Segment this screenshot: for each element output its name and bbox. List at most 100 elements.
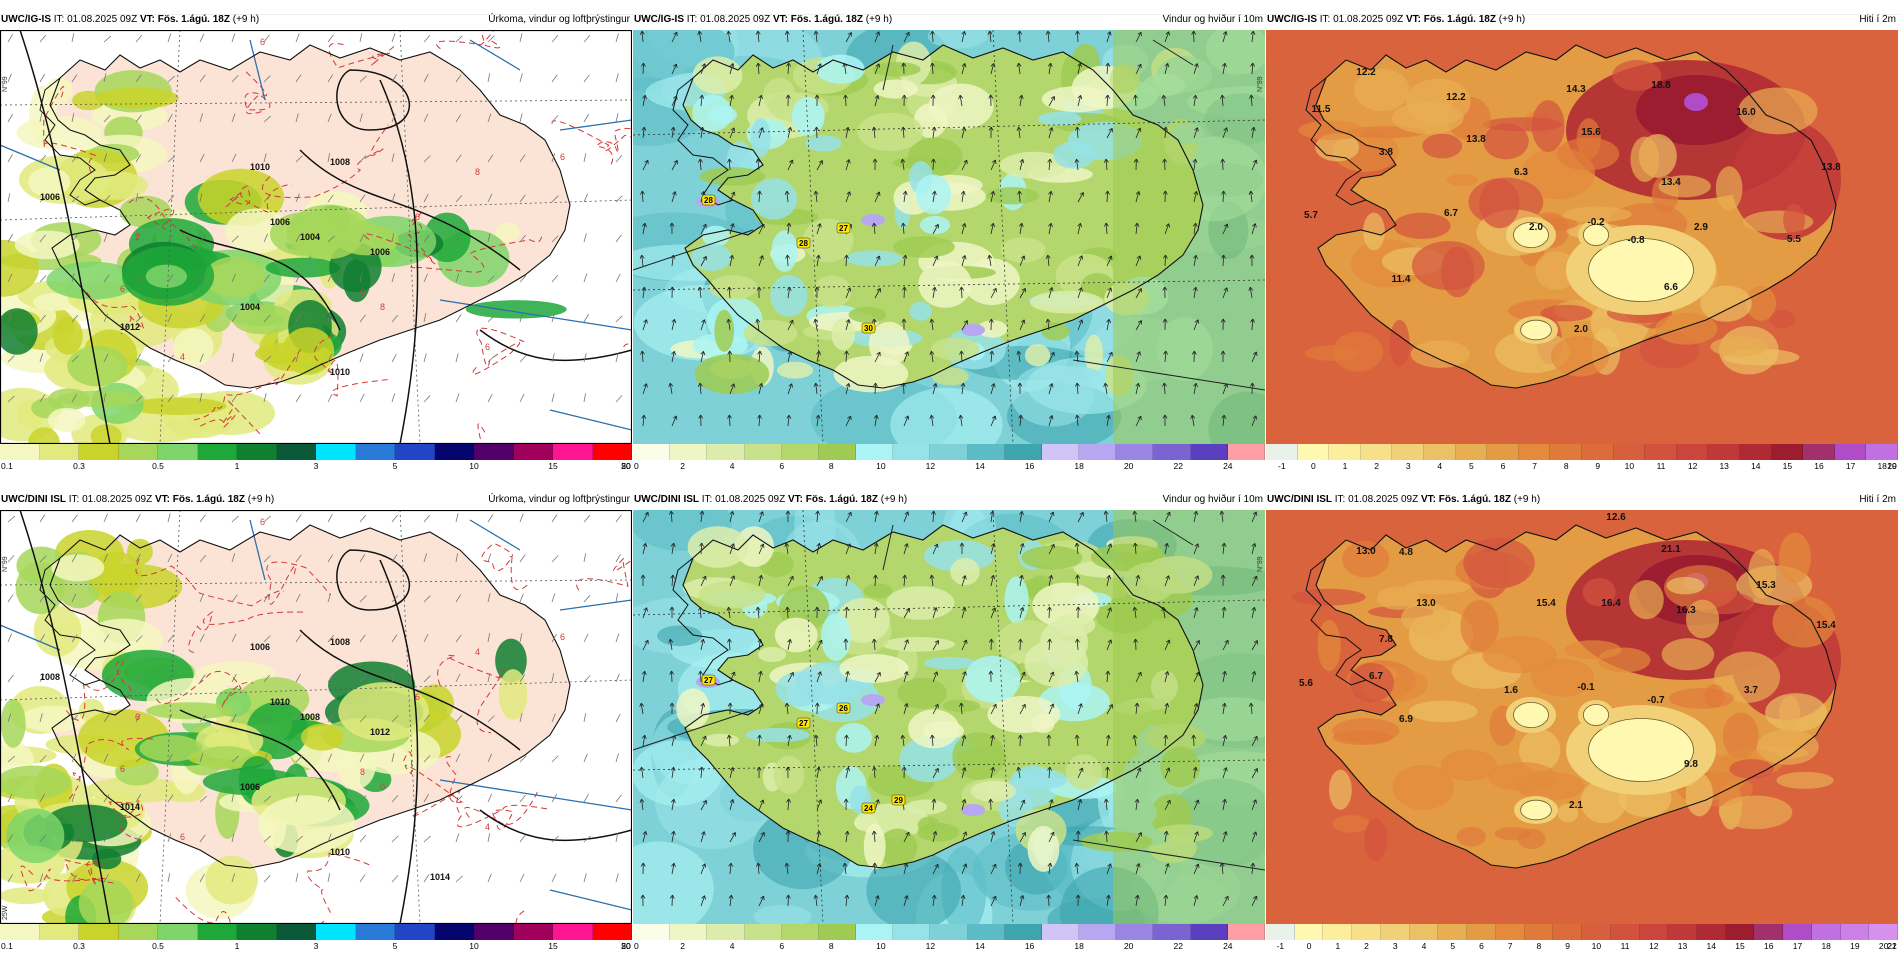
temperature-value: 2.0: [1529, 222, 1543, 233]
legend-swatch: [277, 924, 317, 940]
map-panel-ig-wind: UWC/IG-IS IT: 01.08.2025 09Z VT: Fös. 1.…: [633, 10, 1265, 480]
legend-swatch: [395, 924, 435, 940]
gust-max-label: 28: [702, 195, 715, 205]
isobar-label: 1008: [330, 637, 350, 647]
legend-swatch: [40, 444, 80, 460]
legend-tick-label: 4: [730, 461, 735, 471]
panel-header-left: UWC/DINI ISL IT: 01.08.2025 09Z VT: Fös.…: [1, 490, 274, 510]
legend-swatch: [158, 924, 198, 940]
temperature-value: -0.7: [1647, 695, 1665, 706]
legend-swatch: [1487, 444, 1519, 460]
temperature-isoline-label: 4: [180, 352, 185, 362]
legend-swatch: [316, 444, 356, 460]
gust-max-label: 26: [837, 703, 850, 713]
legend-tick-label: 13: [1719, 461, 1728, 471]
legend-tick-label: 12: [1688, 461, 1697, 471]
legend-swatch: [930, 444, 967, 460]
temperature-isoline-label: 4: [475, 647, 480, 657]
legend-swatch: [893, 924, 930, 940]
panel-header: UWC/IG-IS IT: 01.08.2025 09Z VT: Fös. 1.…: [1266, 10, 1898, 30]
init-time: IT: 01.08.2025 09Z: [1317, 14, 1406, 25]
lead-time: (+9 h): [230, 14, 259, 25]
isobar-label: 1008: [300, 712, 320, 722]
legend-swatch: [1869, 924, 1898, 940]
gust-max-label: 27: [702, 675, 715, 685]
legend-tick-label: 2: [1374, 461, 1379, 471]
temperature-isoline-label: 6: [120, 764, 125, 774]
legend-tick-label: 5: [1469, 461, 1474, 471]
temperature-value: 13.0: [1356, 546, 1376, 557]
temperature-isoline-label: 6: [120, 284, 125, 294]
temperature-value: 2.1: [1569, 800, 1583, 811]
svg-text:27: 27: [704, 676, 713, 685]
temperature-value: 3.8: [1379, 147, 1393, 158]
temperature-isoline-label: 8: [360, 767, 365, 777]
panel-header-left: UWC/DINI ISL IT: 01.08.2025 09Z VT: Fös.…: [1267, 490, 1540, 510]
temperature-value: 18.8: [1651, 80, 1671, 91]
model-name: UWC/IG-IS: [634, 14, 684, 25]
legend-swatch: [119, 924, 159, 940]
temperature-value: 2.9: [1694, 222, 1708, 233]
legend-swatch: [40, 924, 80, 940]
temperature-isoline-label: 6: [180, 832, 185, 842]
legend-swatch: [893, 444, 930, 460]
legend-swatch: [79, 924, 119, 940]
legend-swatch: [1329, 444, 1361, 460]
legend-swatch: [1042, 924, 1079, 940]
legend-swatch: [198, 924, 238, 940]
legend-tick-label: 11: [1657, 461, 1666, 471]
legend-swatch: [237, 444, 277, 460]
temperature-value: 14.3: [1566, 84, 1586, 95]
temperature-value: 11.4: [1392, 274, 1411, 285]
temperature-isoline-label: 6: [560, 152, 565, 162]
legend-swatch: [1005, 444, 1042, 460]
product-title: Úrkoma, vindur og loftþrýstingur: [488, 10, 630, 30]
temperature-value: 6.9: [1399, 714, 1413, 725]
legend-swatch: [395, 444, 435, 460]
legend-swatch: [435, 924, 475, 940]
legend-swatch: [1228, 444, 1265, 460]
init-time: IT: 01.08.2025 09Z: [699, 494, 788, 505]
legend-tick-label: 10: [876, 461, 885, 471]
isobar-label: 1004: [300, 232, 320, 242]
legend-tick-label: 5: [393, 461, 398, 471]
legend-swatch: [1550, 444, 1582, 460]
init-time: IT: 01.08.2025 09Z: [1332, 494, 1421, 505]
legend-tick-label: 9: [1595, 461, 1600, 471]
legend-tick-label: 10: [1625, 461, 1634, 471]
temperature-value: 15.3: [1756, 580, 1776, 591]
legend-tick-label: 8: [829, 461, 834, 471]
temperature-isoline-label: 6: [560, 632, 565, 642]
product-title: Hiti í 2m: [1859, 490, 1896, 510]
valid-time: VT: Fös. 1.ágú. 18Z: [773, 14, 863, 25]
legend-swatch: [1677, 444, 1709, 460]
product-title: Vindur og hviður í 10m: [1163, 10, 1263, 30]
panel-header-left: UWC/IG-IS IT: 01.08.2025 09Z VT: Fös. 1.…: [1, 10, 259, 30]
temperature-value: -0.1: [1577, 682, 1595, 693]
isobar-label: 1006: [270, 217, 290, 227]
legend-swatch: [819, 444, 856, 460]
svg-text:27: 27: [839, 224, 848, 233]
valid-time: VT: Fös. 1.ágú. 18Z: [155, 494, 245, 505]
legend-swatch: [1153, 924, 1190, 940]
legend-swatch: [1553, 924, 1582, 940]
color-legend: [633, 444, 1265, 460]
temperature-value: 6.7: [1369, 671, 1383, 682]
legend-swatch: [1519, 444, 1551, 460]
temperature-value: 16.3: [1676, 605, 1696, 616]
temperature-value: 6.3: [1514, 167, 1528, 178]
legend-swatch: [745, 444, 782, 460]
map-panel-dini-precip: UWC/DINI ISL IT: 01.08.2025 09Z VT: Fös.…: [0, 490, 632, 960]
temperature-value: -0.8: [1627, 235, 1645, 246]
legend-swatch: [1803, 444, 1835, 460]
latitude-label: N°99: [1257, 76, 1264, 92]
legend-tick-label: 0.1: [1, 461, 13, 471]
legend-swatch: [1525, 924, 1554, 940]
panel-header-left: UWC/IG-IS IT: 01.08.2025 09Z VT: Fös. 1.…: [1267, 10, 1525, 30]
